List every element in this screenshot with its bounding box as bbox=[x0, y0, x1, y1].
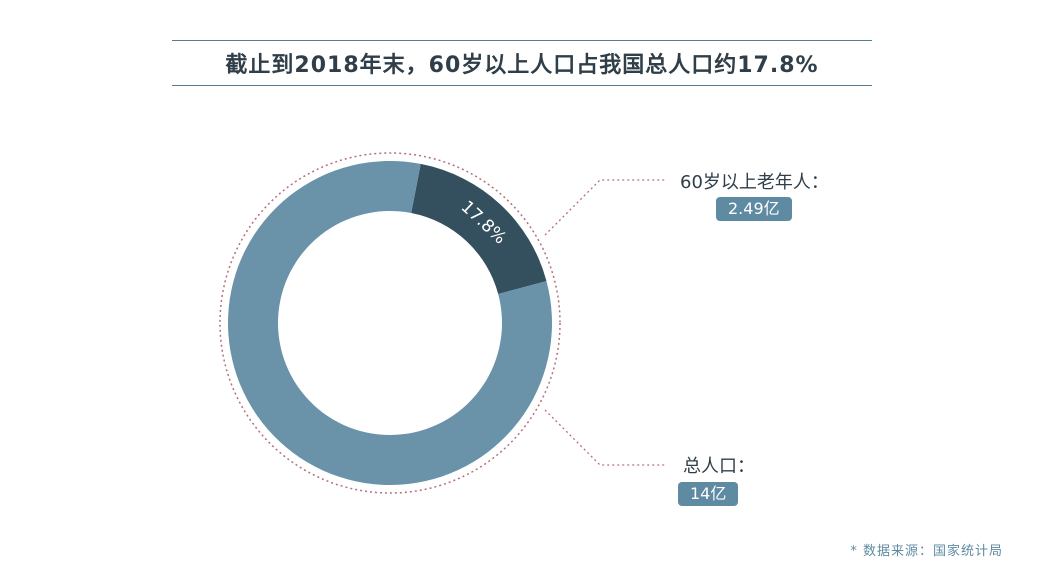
data-source: * 数据来源：国家统计局 bbox=[850, 544, 1003, 559]
title-bar: 截止到2018年末，60岁以上人口占我国总人口约17.8% bbox=[172, 40, 872, 86]
total-label: 总人口： bbox=[683, 456, 755, 477]
outer-dotted-ring bbox=[219, 152, 561, 494]
leader-line-total bbox=[544, 409, 665, 466]
slice-other bbox=[227, 160, 552, 485]
elderly-label: 60岁以上老年人： bbox=[680, 172, 829, 193]
chart-title: 截止到2018年末，60岁以上人口占我国总人口约17.8% bbox=[225, 53, 819, 78]
slice-elderly bbox=[411, 163, 547, 295]
elderly-value-badge: 2.49亿 bbox=[716, 197, 792, 221]
leader-line-elderly bbox=[544, 179, 665, 236]
total-value-badge: 14亿 bbox=[678, 482, 739, 506]
